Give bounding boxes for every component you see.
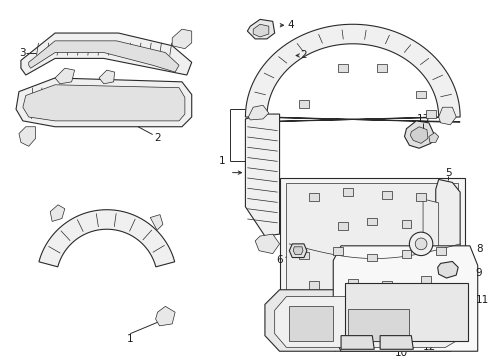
- Polygon shape: [23, 85, 185, 121]
- Polygon shape: [333, 246, 478, 351]
- Polygon shape: [156, 306, 175, 326]
- Polygon shape: [99, 70, 115, 84]
- Polygon shape: [150, 215, 163, 230]
- Polygon shape: [19, 127, 36, 146]
- Polygon shape: [436, 247, 445, 255]
- Text: 5: 5: [445, 168, 452, 177]
- Polygon shape: [368, 217, 377, 225]
- Polygon shape: [436, 179, 460, 287]
- Text: 10: 10: [395, 348, 408, 358]
- Text: 7: 7: [430, 256, 436, 265]
- Polygon shape: [289, 244, 307, 257]
- Polygon shape: [377, 64, 387, 72]
- Text: 2: 2: [301, 50, 307, 60]
- Polygon shape: [410, 127, 428, 143]
- Polygon shape: [333, 247, 343, 255]
- Polygon shape: [429, 132, 439, 142]
- Polygon shape: [348, 309, 409, 342]
- Polygon shape: [16, 78, 192, 127]
- Polygon shape: [247, 19, 275, 39]
- Polygon shape: [416, 193, 426, 201]
- Polygon shape: [382, 191, 392, 199]
- Polygon shape: [402, 220, 411, 228]
- Circle shape: [415, 238, 427, 250]
- Polygon shape: [341, 336, 374, 349]
- Polygon shape: [245, 114, 280, 236]
- Polygon shape: [338, 222, 348, 230]
- Polygon shape: [289, 306, 333, 342]
- Polygon shape: [338, 64, 348, 72]
- Polygon shape: [382, 281, 392, 289]
- Polygon shape: [309, 193, 318, 201]
- Polygon shape: [343, 188, 353, 196]
- Polygon shape: [39, 210, 175, 267]
- Polygon shape: [265, 290, 465, 351]
- Polygon shape: [426, 110, 436, 118]
- Polygon shape: [345, 283, 468, 342]
- Polygon shape: [50, 205, 65, 221]
- Polygon shape: [299, 100, 309, 108]
- Text: 13: 13: [416, 114, 430, 124]
- Circle shape: [409, 232, 433, 256]
- Text: 8: 8: [476, 244, 482, 254]
- Polygon shape: [348, 279, 358, 287]
- Polygon shape: [299, 252, 309, 260]
- Polygon shape: [293, 247, 303, 255]
- Polygon shape: [245, 24, 460, 122]
- Polygon shape: [275, 297, 457, 347]
- Polygon shape: [380, 336, 413, 349]
- Text: 2: 2: [154, 134, 161, 143]
- Text: 9: 9: [476, 268, 482, 278]
- Text: 1: 1: [127, 334, 134, 343]
- Text: 12: 12: [423, 342, 436, 352]
- Text: 11: 11: [476, 294, 489, 305]
- Polygon shape: [248, 105, 269, 120]
- Polygon shape: [416, 91, 426, 98]
- Text: 6: 6: [276, 256, 283, 265]
- Polygon shape: [402, 250, 411, 257]
- Polygon shape: [438, 261, 458, 278]
- Polygon shape: [29, 41, 179, 72]
- Polygon shape: [423, 199, 439, 275]
- Text: 4: 4: [287, 20, 294, 30]
- Polygon shape: [405, 121, 434, 148]
- Polygon shape: [172, 29, 192, 49]
- Text: 3: 3: [20, 48, 26, 58]
- Polygon shape: [309, 281, 318, 289]
- Polygon shape: [280, 177, 465, 324]
- Polygon shape: [421, 276, 431, 284]
- Polygon shape: [253, 24, 269, 37]
- Polygon shape: [21, 33, 192, 75]
- Polygon shape: [286, 183, 458, 318]
- Polygon shape: [55, 68, 74, 84]
- Polygon shape: [368, 254, 377, 261]
- Text: 1: 1: [219, 156, 225, 166]
- Polygon shape: [439, 107, 456, 125]
- Polygon shape: [255, 234, 280, 254]
